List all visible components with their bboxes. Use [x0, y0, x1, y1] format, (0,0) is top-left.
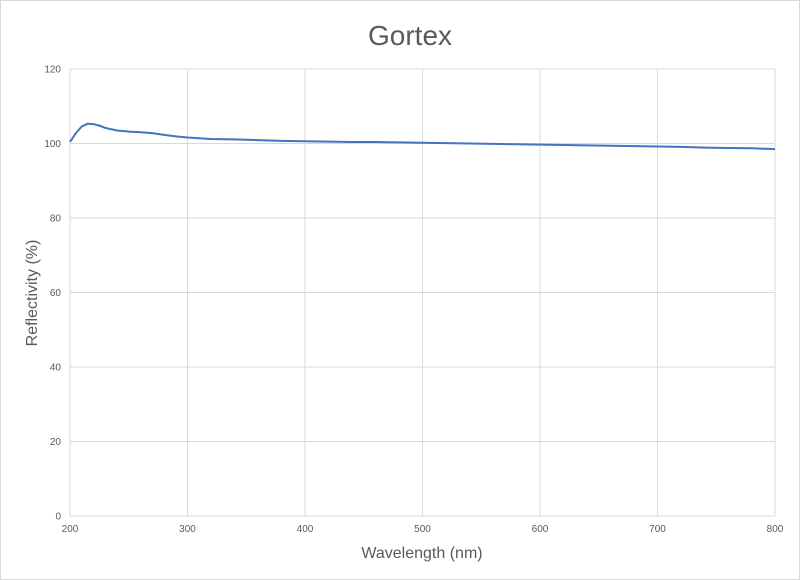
- y-tick-120: 120: [44, 65, 61, 76]
- y-axis-label: Reflectivity (%): [24, 240, 41, 347]
- series-layer: [69, 122, 776, 151]
- series-line-0: [69, 122, 776, 151]
- x-tick-800: 800: [767, 524, 784, 535]
- x-axis-label: Wavelength (nm): [361, 545, 482, 562]
- x-tick-400: 400: [297, 524, 314, 535]
- y-tick-0: 0: [55, 512, 61, 523]
- y-tick-80: 80: [50, 214, 62, 225]
- y-tick-100: 100: [44, 139, 61, 150]
- x-tick-500: 500: [414, 524, 431, 535]
- x-tick-labels: 200 300 400 500 600 700 800: [62, 524, 784, 535]
- gridlines: [69, 68, 776, 517]
- x-tick-300: 300: [179, 524, 196, 535]
- y-tick-60: 60: [50, 288, 62, 299]
- y-tick-labels: 0 20 40 60 80 100 120: [44, 65, 61, 523]
- y-tick-20: 20: [50, 437, 62, 448]
- x-tick-200: 200: [62, 524, 79, 535]
- y-tick-40: 40: [50, 363, 62, 374]
- chart-title: Gortex: [368, 20, 452, 51]
- x-tick-700: 700: [649, 524, 666, 535]
- x-tick-600: 600: [532, 524, 549, 535]
